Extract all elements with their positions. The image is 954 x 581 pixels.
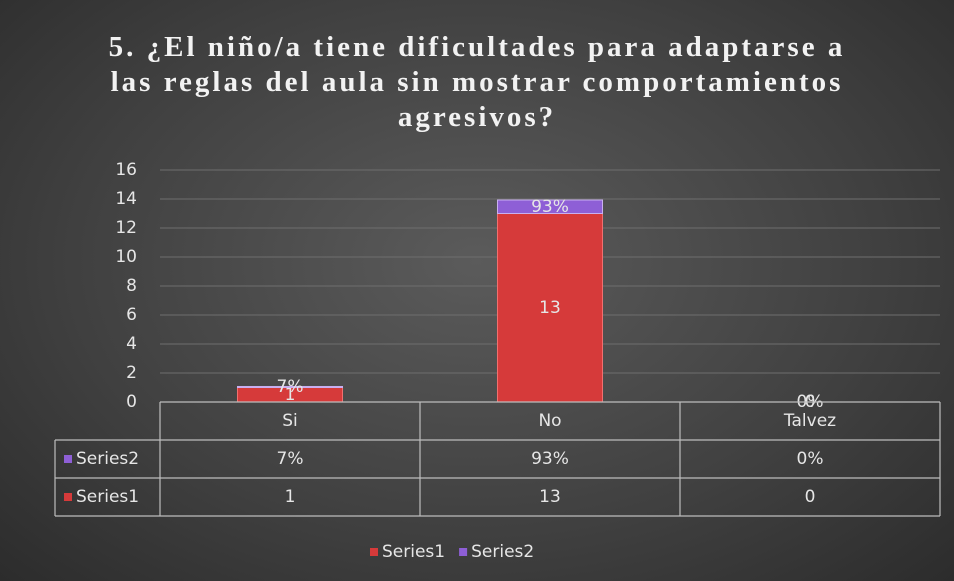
table-cell: 93% xyxy=(531,449,569,469)
table-legend-key xyxy=(64,455,72,463)
y-tick-label: 14 xyxy=(115,189,137,209)
data-label: 13 xyxy=(539,298,561,318)
legend-key xyxy=(370,548,378,556)
legend-label: Series1 xyxy=(382,542,445,562)
x-tick-label: Si xyxy=(282,411,298,431)
y-tick-label: 10 xyxy=(115,247,137,267)
x-tick-label: No xyxy=(538,411,561,431)
table-cell: 7% xyxy=(277,449,304,469)
y-tick-label: 4 xyxy=(126,334,137,354)
x-tick-label: Talvez xyxy=(783,411,836,431)
data-label: 93% xyxy=(531,197,569,217)
table-cell: 13 xyxy=(539,487,561,507)
y-tick-label: 16 xyxy=(115,160,137,180)
table-cell: 1 xyxy=(285,487,296,507)
bar-segment xyxy=(497,199,603,214)
chart-title: 5. ¿El niño/a tiene dificultades para ad… xyxy=(108,31,846,133)
y-tick-label: 12 xyxy=(115,218,137,238)
y-tick-label: 2 xyxy=(126,363,137,383)
data-label: 1 xyxy=(285,385,296,405)
table-cell: 0% xyxy=(797,449,824,469)
bar-segment xyxy=(237,385,343,388)
y-tick-label: 0 xyxy=(126,392,137,412)
legend-key xyxy=(459,548,468,556)
data-label: 7% xyxy=(277,377,304,397)
y-tick-label: 6 xyxy=(126,305,137,325)
legend-label: Series2 xyxy=(471,542,534,562)
table-cell: 0 xyxy=(805,487,816,507)
table-series-name: Series2 xyxy=(76,449,139,469)
y-tick-label: 8 xyxy=(126,276,137,296)
table-legend-key xyxy=(64,493,72,501)
bar-segment xyxy=(497,213,603,403)
table-series-name: Series1 xyxy=(76,487,139,507)
